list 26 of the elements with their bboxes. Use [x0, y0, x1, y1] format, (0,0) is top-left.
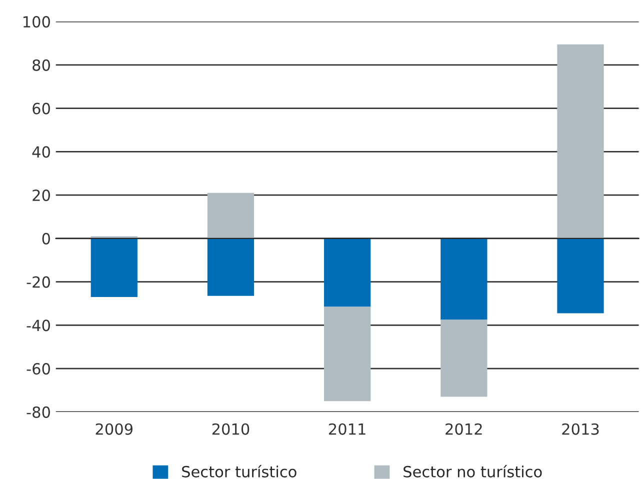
- bar: [207, 238, 254, 296]
- y-tick-label: -60: [26, 363, 50, 375]
- x-tick-label: 2009: [96, 423, 133, 435]
- bar: [207, 192, 254, 238]
- y-tick-label: 0: [42, 232, 50, 244]
- bar: [324, 306, 371, 402]
- x-tick-label: 2013: [562, 423, 599, 435]
- bar: [557, 44, 604, 238]
- y-tick-label: -80: [26, 406, 50, 418]
- bar: [440, 320, 488, 397]
- x-tick-label: 2010: [212, 423, 250, 435]
- y-tick-label: 80: [32, 59, 50, 71]
- y-tick-label: -40: [26, 320, 50, 332]
- legend-label: Sector no turístico: [404, 465, 542, 478]
- y-tick-label: 20: [32, 190, 50, 202]
- bar: [90, 238, 138, 297]
- y-tick-label: 100: [24, 16, 50, 28]
- bar: [324, 238, 371, 307]
- bar: [440, 238, 488, 320]
- y-tick-label: -20: [26, 276, 50, 288]
- x-tick-label: 2012: [446, 423, 482, 435]
- legend-label: Sector turístico: [182, 465, 296, 478]
- y-tick-label: 40: [32, 146, 50, 158]
- bar: [557, 238, 604, 314]
- y-tick-label: 60: [32, 102, 50, 114]
- x-tick-label: 2011: [329, 423, 366, 435]
